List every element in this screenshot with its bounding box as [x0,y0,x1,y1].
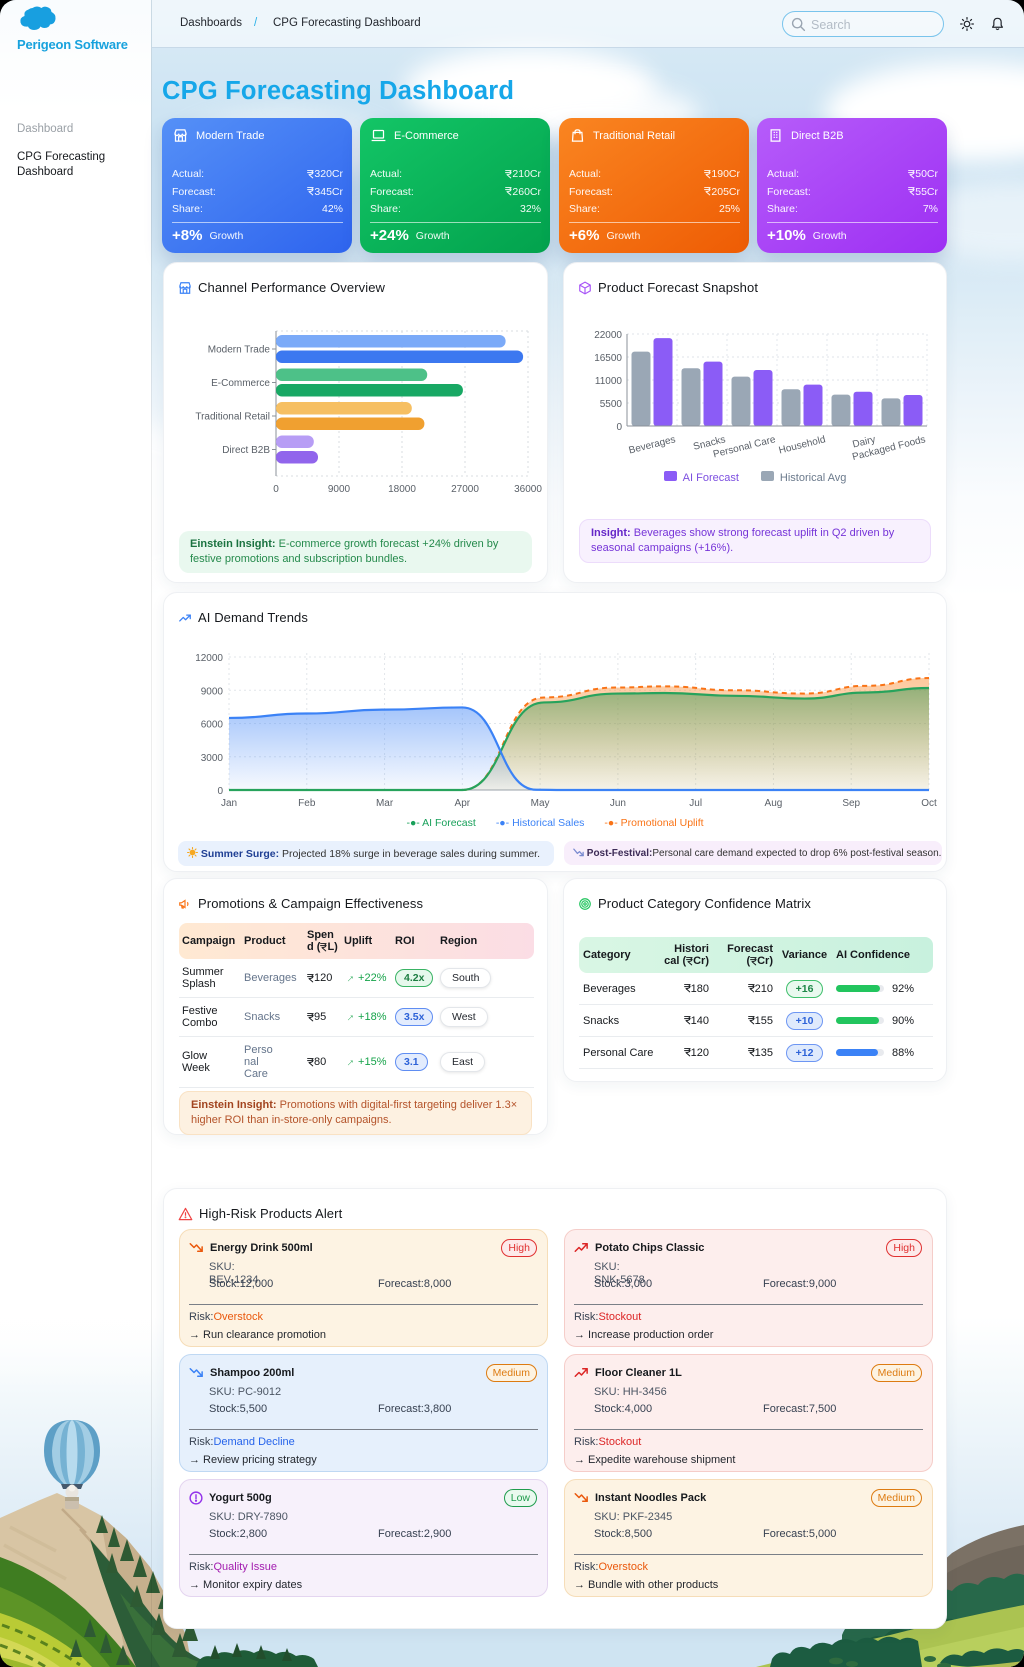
svg-text:0: 0 [273,484,279,495]
svg-text:Beverages: Beverages [628,434,677,456]
svg-text:Mar: Mar [376,798,394,809]
svg-text:Apr: Apr [455,798,471,809]
svg-text:6000: 6000 [201,720,224,731]
svg-text:22000: 22000 [594,330,622,341]
svg-text:5500: 5500 [600,399,623,410]
svg-text:Sep: Sep [842,798,860,809]
svg-text:Jan: Jan [221,798,237,809]
svg-text:36000: 36000 [514,484,542,495]
svg-text:9000: 9000 [201,686,224,697]
svg-text:Dairy: Dairy [851,434,876,450]
svg-text:May: May [531,798,550,809]
svg-text:9000: 9000 [328,484,351,495]
svg-text:0: 0 [217,786,223,797]
svg-text:Traditional Retail: Traditional Retail [195,412,270,423]
svg-text:11000: 11000 [595,376,623,387]
svg-text:Modern Trade: Modern Trade [208,345,271,356]
svg-text:16500: 16500 [594,353,622,364]
svg-text:0: 0 [616,422,622,433]
svg-text:Feb: Feb [298,798,316,809]
svg-text:12000: 12000 [195,653,223,664]
svg-text:Oct: Oct [921,798,937,809]
svg-text:Household: Household [778,434,827,456]
svg-text:Aug: Aug [765,798,783,809]
svg-text:3000: 3000 [201,753,224,764]
svg-text:Direct B2B: Direct B2B [222,445,270,456]
svg-text:Jul: Jul [689,798,702,809]
svg-text:E-Commerce: E-Commerce [211,378,270,389]
svg-text:18000: 18000 [388,484,416,495]
svg-text:27000: 27000 [451,484,479,495]
svg-text:Jun: Jun [610,798,626,809]
